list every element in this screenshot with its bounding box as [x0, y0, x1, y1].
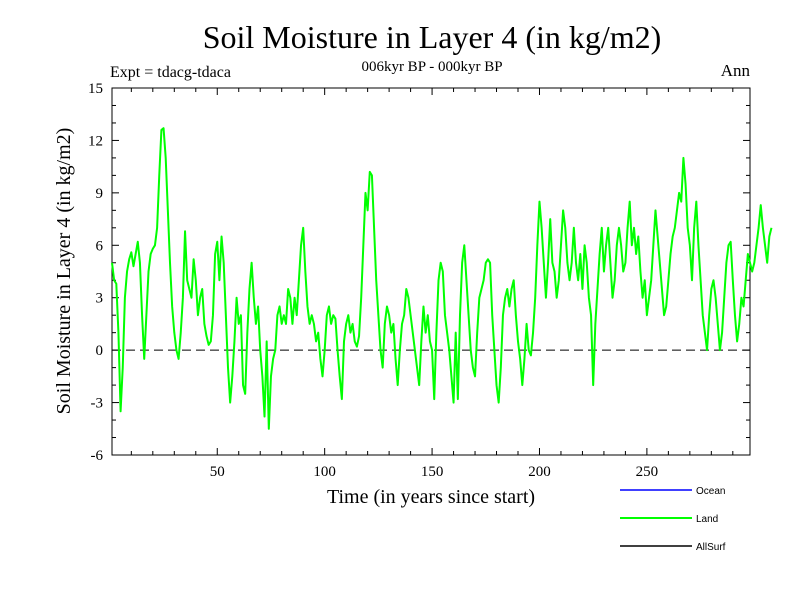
y-axis-label: Soil Moisture in Layer 4 (in kg/m2)	[53, 128, 75, 415]
x-axis-label: Time (in years since start)	[327, 486, 535, 508]
legend-label-allsurf: AllSurf	[696, 542, 726, 553]
y-tick-label: 12	[88, 133, 103, 149]
x-tick-label: 50	[210, 464, 225, 480]
series-line-land	[111, 127, 773, 430]
x-tick-label: 200	[528, 464, 551, 480]
y-tick-label: 9	[96, 186, 104, 202]
y-axis: -6 -3 0 3 6 9 12 15	[88, 81, 750, 464]
x-tick-label: 100	[313, 464, 336, 480]
chart-subtitle: 006kyr BP - 000kyr BP	[361, 59, 502, 75]
y-tick-label: 0	[96, 343, 104, 359]
plot-frame	[111, 87, 751, 456]
chart-title: Soil Moisture in Layer 4 (in kg/m2)	[203, 19, 662, 55]
y-tick-label: -6	[91, 448, 104, 464]
x-tick-label: 250	[636, 464, 659, 480]
y-tick-label: 3	[96, 291, 104, 307]
period-label: Ann	[721, 61, 751, 80]
x-axis: 50 100 150 200 250	[130, 88, 734, 480]
legend-label-land: Land	[696, 514, 718, 525]
y-tick-label: -3	[91, 396, 104, 412]
legend-label-ocean: Ocean	[696, 486, 725, 497]
y-tick-label: 6	[96, 238, 104, 254]
experiment-label: Expt = tdacg-tdaca	[110, 64, 231, 81]
y-tick-label: 15	[88, 81, 103, 97]
x-tick-label: 150	[421, 464, 444, 480]
legend: Ocean Land AllSurf	[620, 486, 726, 553]
